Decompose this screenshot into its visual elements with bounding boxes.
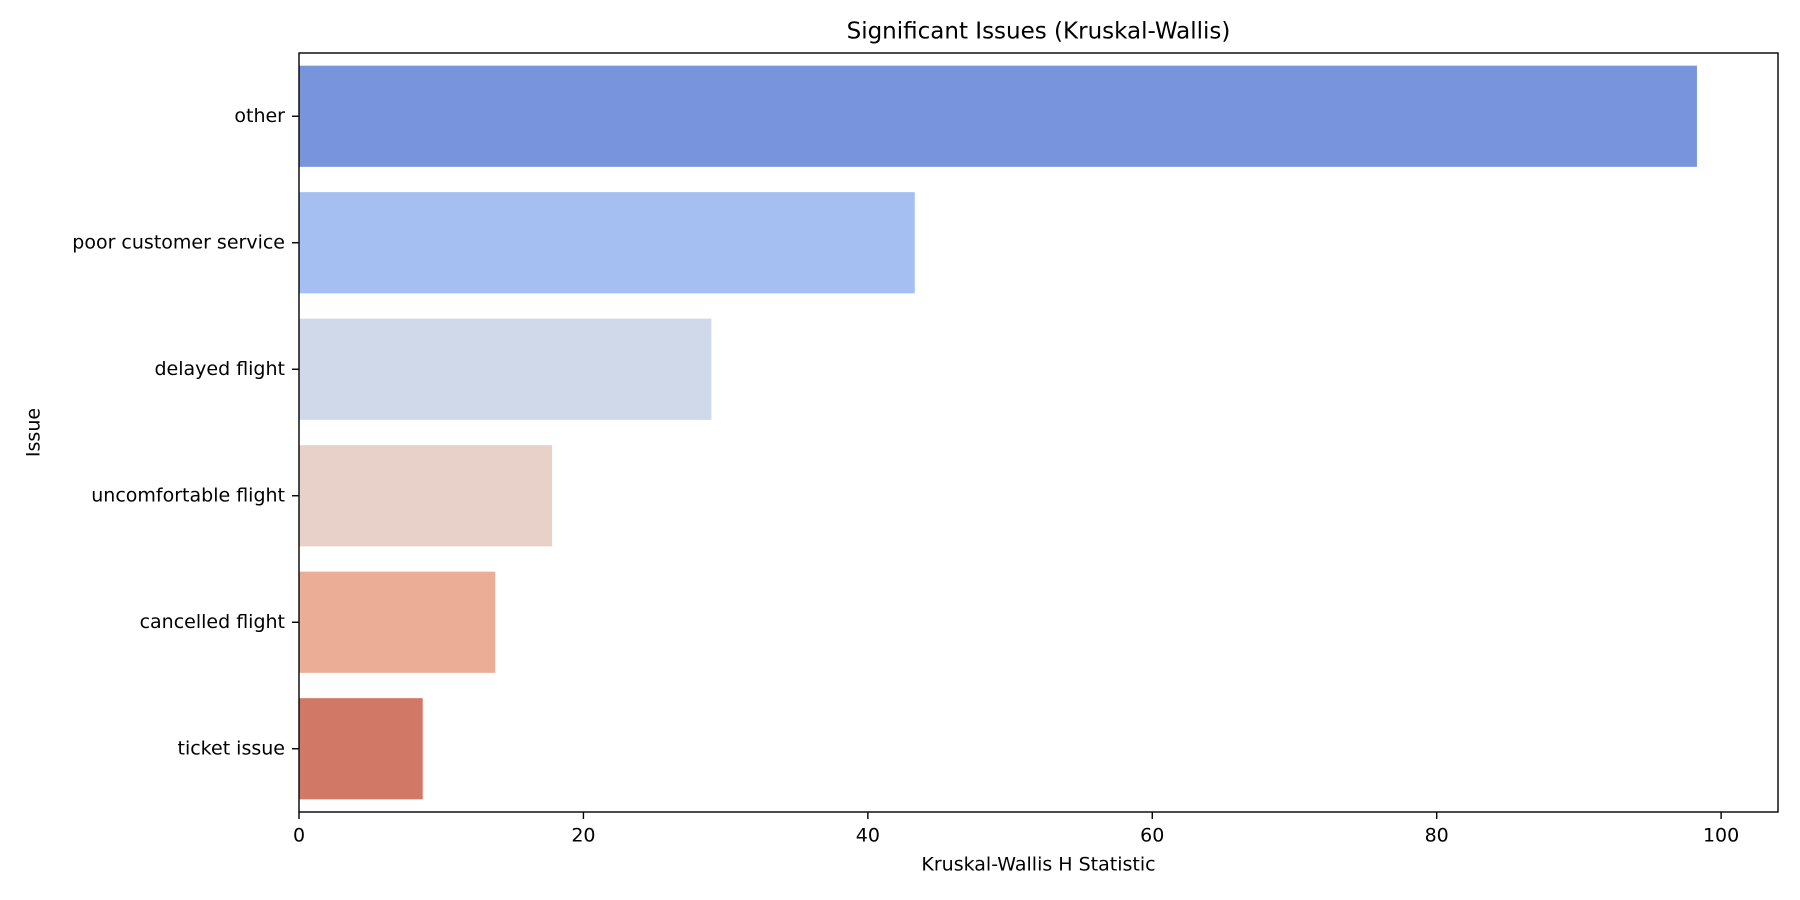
x-tick-label: 100 [1703, 825, 1739, 847]
bar-other [299, 65, 1697, 167]
x-tick-label: 0 [293, 825, 305, 847]
x-tick-label: 20 [571, 825, 595, 847]
y-tick-label: delayed flight [154, 358, 285, 380]
x-axis-label: Kruskal-Wallis H Statistic [921, 854, 1155, 876]
bar-series [299, 65, 1697, 800]
y-tick-label: uncomfortable flight [91, 484, 285, 506]
y-tick-label: ticket issue [178, 737, 286, 759]
plot-frame [298, 52, 1779, 813]
y-tick-label: poor customer service [72, 231, 285, 253]
chart-title: Significant Issues (Kruskal-Wallis) [847, 19, 1231, 45]
y-tick-label: cancelled flight [140, 611, 285, 633]
x-axis: 0 20 40 60 80 100 [293, 812, 1739, 847]
bar-cancelled-flight [299, 571, 496, 673]
y-axis-label: Issue [23, 408, 45, 457]
x-tick-label: 80 [1425, 825, 1449, 847]
y-axis: other poor customer service delayed flight… [72, 105, 299, 759]
bar-uncomfortable-flight [299, 445, 553, 547]
bar-poor-customer-service [299, 192, 915, 294]
x-tick-label: 60 [1140, 825, 1164, 847]
y-tick-label: other [234, 105, 285, 127]
x-tick-label: 40 [856, 825, 880, 847]
bar-delayed-flight [299, 318, 712, 420]
bar-ticket-issue [299, 698, 423, 800]
